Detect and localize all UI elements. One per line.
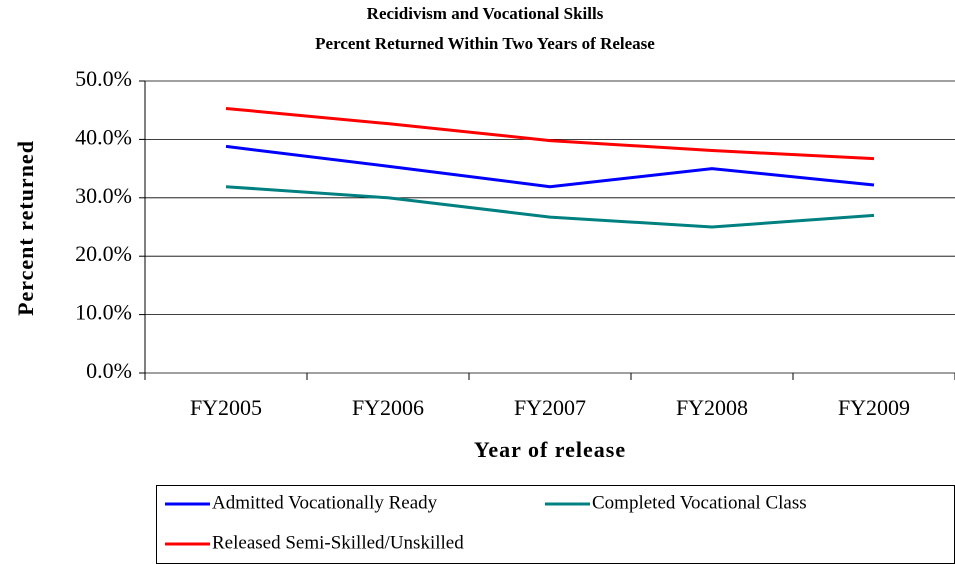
x-tick-label: FY2006: [352, 395, 424, 420]
series-line: [225, 144, 875, 189]
y-tick-label: 40.0%: [75, 124, 132, 149]
x-axis-title: Year of release: [474, 437, 626, 462]
series-line: [225, 185, 875, 229]
y-tick-label: 50.0%: [75, 66, 132, 91]
legend-label: Completed Vocational Class: [592, 492, 807, 513]
x-tick-label: FY2008: [676, 395, 748, 420]
y-tick-label: 10.0%: [75, 300, 132, 325]
y-tick-label: 20.0%: [75, 241, 132, 266]
legend-label: Admitted Vocationally Ready: [212, 492, 438, 513]
chart-title: Recidivism and Vocational Skills: [367, 4, 604, 23]
series-line: [225, 106, 875, 161]
x-tick-label: FY2005: [190, 395, 262, 420]
x-tick-label: FY2009: [838, 395, 910, 420]
x-tick-label: FY2007: [514, 395, 586, 420]
y-axis-title: Percent returned: [13, 140, 38, 316]
legend-label: Released Semi-Skilled/Unskilled: [212, 532, 464, 553]
chart-subtitle: Percent Returned Within Two Years of Rel…: [315, 34, 655, 53]
y-tick-label: 30.0%: [75, 183, 132, 208]
y-tick-label: 0.0%: [86, 358, 132, 383]
